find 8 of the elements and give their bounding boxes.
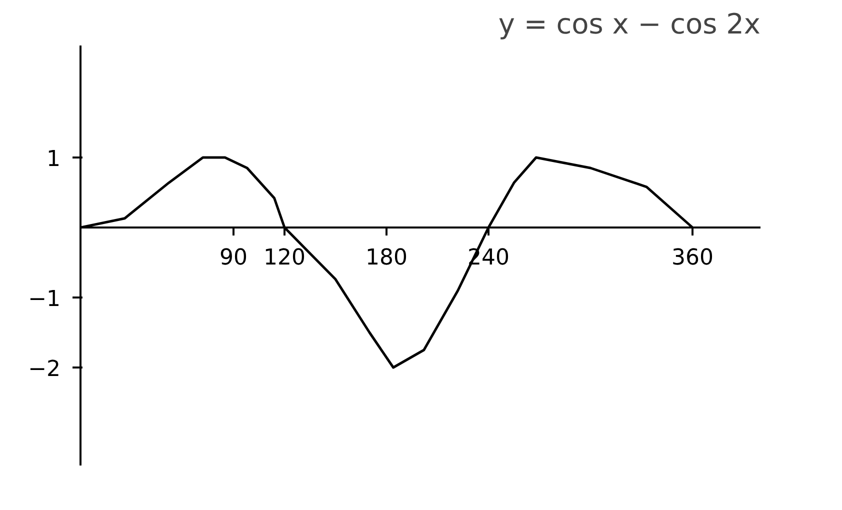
x-tick-label: 360 (672, 246, 714, 270)
y-tick-label: 1 (46, 147, 61, 172)
y-tick-label: −2 (28, 357, 61, 382)
x-tick-label: 120 (264, 246, 306, 270)
y-tick-label: −1 (28, 287, 61, 312)
x-tick-label: 180 (366, 246, 408, 270)
chart-title: y = cos x − cos 2x (498, 8, 760, 40)
x-tick-label: 90 (220, 246, 248, 270)
